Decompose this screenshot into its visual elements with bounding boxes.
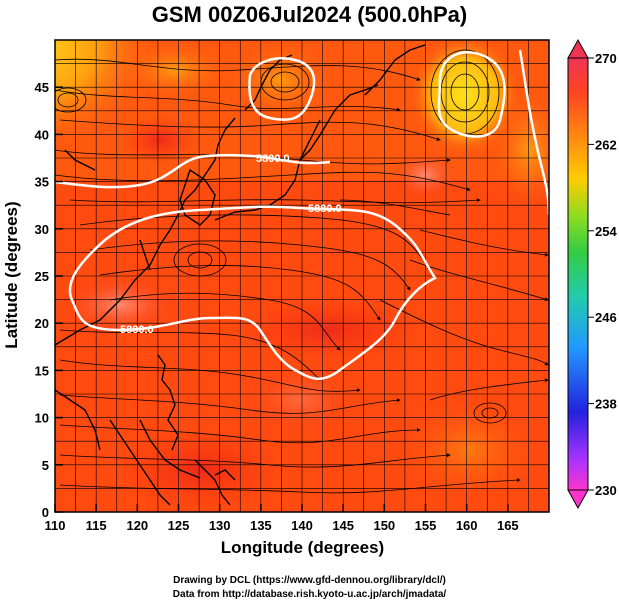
- contour-label-5800: 5800.0: [256, 153, 290, 165]
- colorbar-tick-label: 230: [595, 483, 617, 498]
- contour-ring-east: [437, 51, 506, 138]
- x-tick-label: 125: [168, 518, 190, 533]
- x-tick-label: 160: [456, 518, 478, 533]
- y-tick-label: 25: [35, 269, 49, 284]
- x-axis: 110 115 120 125 130 135 140 145 150 155 160 165: [45, 504, 519, 533]
- x-tick-label: 115: [86, 518, 107, 533]
- colorbar-tick-label: 254: [595, 224, 617, 239]
- x-tick-label: 155: [415, 518, 437, 533]
- y-tick-label: 35: [35, 175, 49, 190]
- colorbar-tick-label: 270: [595, 51, 617, 66]
- temperature-field: [55, 40, 549, 512]
- contour-label-5880-b: 5880.0: [120, 324, 154, 336]
- colorbar-tick-label: 238: [595, 397, 617, 412]
- credit-dcl: Drawing by DCL (https://www.gfd-dennou.o…: [173, 575, 446, 586]
- graticule: [55, 40, 549, 512]
- contour-ring-north: [248, 57, 316, 121]
- y-tick-label: 20: [35, 316, 49, 331]
- x-tick-label: 135: [250, 518, 272, 533]
- map-title: GSM 00Z06Jul2024 (500.0hPa): [151, 2, 468, 27]
- x-tick-label: 150: [373, 518, 395, 533]
- y-tick-label: 40: [35, 127, 49, 142]
- y-tick-label: 30: [35, 222, 49, 237]
- colorbar: 230 238 246 254 262 270: [567, 38, 617, 510]
- x-tick-label: 145: [332, 518, 354, 533]
- streamlines: [55, 49, 549, 494]
- x-tick-label: 110: [45, 518, 66, 533]
- x-axis-label: Longitude (degrees): [220, 538, 385, 557]
- y-axis-label: Latitude (degrees): [2, 201, 21, 349]
- x-tick-label: 165: [497, 518, 519, 533]
- y-axis: 0 5 10 15 20 25 30 35 40 45: [35, 80, 63, 520]
- contour-5800-north: [55, 153, 331, 189]
- y-tick-label: 5: [42, 458, 49, 473]
- x-tick-label: 140: [291, 518, 313, 533]
- x-tick-label: 130: [209, 518, 231, 533]
- y-tick-label: 45: [35, 80, 49, 95]
- colorbar-tick-label: 262: [595, 137, 617, 152]
- credit-data-source: Data from http://database.rish.kyoto-u.a…: [172, 589, 447, 600]
- contour-label-5880-a: 5880.0: [308, 203, 342, 215]
- coastlines: [55, 44, 426, 506]
- colorbar-tick-label: 246: [595, 310, 617, 325]
- y-tick-label: 15: [35, 363, 49, 378]
- contour-5880-subtropical-high: [68, 205, 437, 380]
- y-tick-label: 10: [35, 411, 49, 426]
- y-tick-label: 0: [42, 505, 49, 520]
- x-tick-label: 120: [126, 518, 148, 533]
